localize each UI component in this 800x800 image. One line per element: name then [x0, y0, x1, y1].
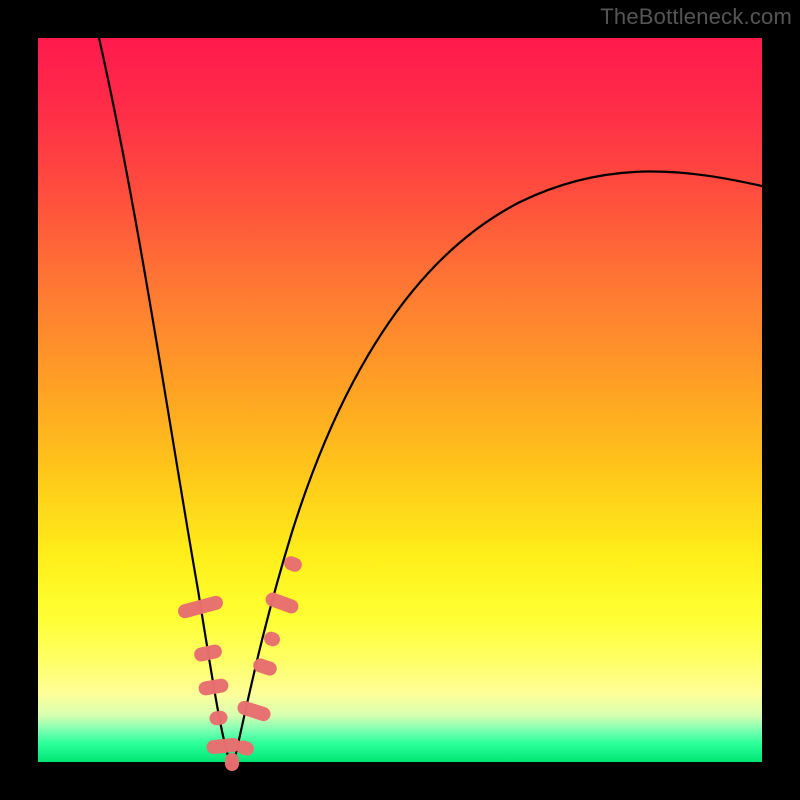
watermark-text: TheBottleneck.com — [600, 4, 792, 30]
plot-area — [38, 38, 762, 762]
chart-container: TheBottleneck.com — [0, 0, 800, 800]
marker-pill — [225, 753, 239, 771]
chart-svg — [0, 0, 800, 800]
